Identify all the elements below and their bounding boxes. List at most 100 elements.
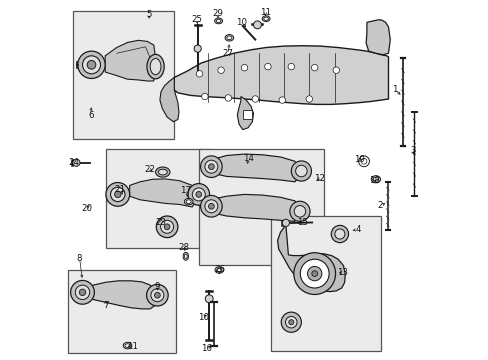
Circle shape <box>110 187 125 202</box>
Text: 23: 23 <box>155 218 166 227</box>
Circle shape <box>330 225 348 243</box>
Bar <box>68 270 176 353</box>
Circle shape <box>194 45 201 52</box>
Circle shape <box>332 67 339 73</box>
Polygon shape <box>129 179 197 207</box>
Text: 27: 27 <box>223 49 233 58</box>
Circle shape <box>204 200 218 213</box>
Ellipse shape <box>186 200 191 203</box>
Text: 29: 29 <box>212 9 223 18</box>
Circle shape <box>361 158 366 164</box>
Text: 24: 24 <box>68 158 79 167</box>
Text: 10: 10 <box>197 313 208 322</box>
Circle shape <box>75 285 89 300</box>
Text: 14: 14 <box>243 154 254 163</box>
Circle shape <box>294 206 305 217</box>
Circle shape <box>224 95 231 101</box>
Circle shape <box>291 161 311 181</box>
Text: 18: 18 <box>368 176 380 185</box>
Text: 6: 6 <box>88 111 93 120</box>
Circle shape <box>279 97 285 103</box>
Circle shape <box>307 266 321 281</box>
Circle shape <box>79 289 85 296</box>
Circle shape <box>264 63 270 70</box>
Ellipse shape <box>184 198 193 205</box>
Circle shape <box>78 51 105 78</box>
Circle shape <box>208 203 214 209</box>
Circle shape <box>87 60 96 69</box>
Circle shape <box>311 271 317 276</box>
Bar <box>106 149 210 248</box>
Text: 9: 9 <box>154 282 160 291</box>
Circle shape <box>334 229 344 239</box>
Circle shape <box>200 156 222 177</box>
Text: 13: 13 <box>337 269 347 277</box>
Ellipse shape <box>183 252 188 260</box>
Circle shape <box>196 71 203 77</box>
Text: 4: 4 <box>354 225 360 234</box>
Circle shape <box>201 93 208 100</box>
Text: 11: 11 <box>127 342 138 351</box>
Ellipse shape <box>214 18 222 24</box>
Circle shape <box>300 259 328 288</box>
Text: 26: 26 <box>214 265 225 274</box>
Bar <box>271 216 381 351</box>
Circle shape <box>287 63 294 70</box>
Text: 16: 16 <box>201 344 212 353</box>
Polygon shape <box>160 77 179 122</box>
Circle shape <box>70 280 94 304</box>
Circle shape <box>196 192 201 197</box>
Text: 11: 11 <box>259 8 270 17</box>
Circle shape <box>204 160 218 173</box>
Circle shape <box>241 64 247 71</box>
Polygon shape <box>210 154 302 182</box>
Text: 12: 12 <box>313 174 324 183</box>
Circle shape <box>156 216 178 238</box>
Circle shape <box>160 220 173 233</box>
Polygon shape <box>366 20 389 55</box>
Ellipse shape <box>158 169 167 175</box>
Ellipse shape <box>216 268 222 272</box>
Circle shape <box>151 289 163 302</box>
Polygon shape <box>105 40 156 81</box>
Text: 7: 7 <box>103 301 108 310</box>
Circle shape <box>295 165 306 177</box>
Text: 28: 28 <box>178 243 189 252</box>
Circle shape <box>288 320 293 325</box>
Circle shape <box>114 191 121 198</box>
Bar <box>73 11 174 139</box>
Circle shape <box>251 96 258 102</box>
Text: 25: 25 <box>191 15 202 24</box>
Text: 2: 2 <box>377 201 383 210</box>
Text: 20: 20 <box>81 203 92 212</box>
Polygon shape <box>174 46 387 104</box>
Ellipse shape <box>123 342 132 349</box>
Ellipse shape <box>146 54 164 79</box>
Text: 5: 5 <box>146 10 152 19</box>
Circle shape <box>218 67 224 73</box>
Text: 8: 8 <box>77 254 82 263</box>
Circle shape <box>358 156 368 167</box>
Polygon shape <box>277 225 345 292</box>
Circle shape <box>285 316 296 328</box>
Circle shape <box>106 183 129 206</box>
Text: 21: 21 <box>115 184 125 194</box>
Circle shape <box>187 184 209 205</box>
Ellipse shape <box>224 35 233 41</box>
Circle shape <box>289 201 309 221</box>
Text: 3: 3 <box>409 146 415 155</box>
Text: 22: 22 <box>144 165 155 174</box>
Polygon shape <box>237 96 253 130</box>
Ellipse shape <box>155 167 170 177</box>
Circle shape <box>154 292 160 298</box>
Circle shape <box>208 164 214 170</box>
Ellipse shape <box>150 58 161 75</box>
Ellipse shape <box>125 344 130 347</box>
Circle shape <box>311 64 317 71</box>
Text: 15: 15 <box>296 218 307 227</box>
Text: 19: 19 <box>353 154 364 163</box>
Ellipse shape <box>216 19 221 22</box>
Circle shape <box>73 159 80 166</box>
Text: 17: 17 <box>180 186 191 194</box>
Circle shape <box>253 21 261 29</box>
